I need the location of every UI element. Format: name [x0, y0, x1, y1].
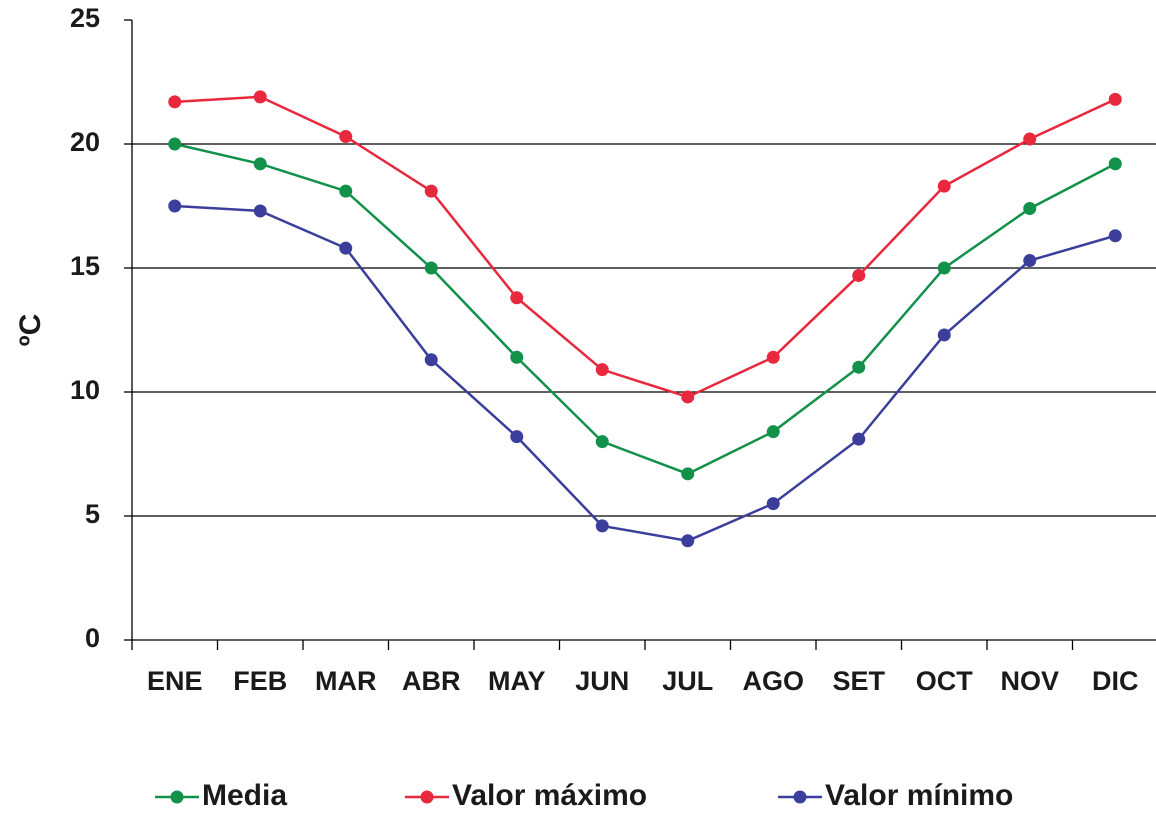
data-point	[510, 350, 524, 364]
data-point	[766, 350, 780, 364]
data-point	[766, 497, 780, 511]
y-tick-label: 0	[85, 623, 100, 653]
y-tick-label: 10	[70, 375, 100, 405]
data-point	[595, 519, 609, 533]
x-tick-label: MAR	[315, 666, 377, 696]
data-point	[168, 95, 182, 109]
data-point	[937, 179, 951, 193]
y-tick-label: 25	[70, 3, 100, 33]
data-point	[424, 261, 438, 275]
x-tick-label: MAY	[488, 666, 546, 696]
data-point	[424, 353, 438, 367]
data-point	[1108, 157, 1122, 171]
legend-label: Valor máximo	[452, 779, 647, 812]
x-tick-label: JUN	[575, 666, 629, 696]
y-tick-label: 15	[70, 251, 100, 281]
data-point	[339, 241, 353, 255]
legend-marker	[170, 790, 184, 804]
data-point	[852, 432, 866, 446]
data-point	[168, 137, 182, 151]
data-point	[937, 261, 951, 275]
data-point	[1023, 132, 1037, 146]
x-tick-label: ABR	[402, 666, 461, 696]
y-tick-label: 5	[85, 499, 100, 529]
data-point	[681, 390, 695, 404]
legend-marker	[420, 790, 434, 804]
data-point	[424, 184, 438, 198]
y-axis-label: ºC	[14, 314, 47, 347]
data-point	[1108, 229, 1122, 243]
data-point	[595, 363, 609, 377]
data-point	[681, 467, 695, 481]
x-tick-label: DIC	[1092, 666, 1139, 696]
x-tick-label: SET	[832, 666, 885, 696]
data-point	[339, 130, 353, 144]
data-point	[253, 90, 267, 104]
x-tick-label: NOV	[1000, 666, 1059, 696]
series-line	[174, 142, 1116, 476]
data-point	[766, 425, 780, 439]
data-point	[339, 184, 353, 198]
series-line	[174, 95, 1116, 399]
legend-marker	[793, 790, 807, 804]
data-point	[1023, 201, 1037, 215]
data-point	[253, 157, 267, 171]
data-point	[681, 534, 695, 548]
series-line	[174, 204, 1116, 543]
x-tick-label: FEB	[233, 666, 287, 696]
data-point	[510, 430, 524, 444]
legend-label: Valor mínimo	[825, 779, 1013, 812]
data-point	[852, 268, 866, 282]
y-tick-label: 20	[70, 127, 100, 157]
data-point	[510, 291, 524, 305]
data-point	[852, 360, 866, 374]
data-point	[1023, 254, 1037, 268]
data-point	[1108, 92, 1122, 106]
data-point	[253, 204, 267, 218]
x-tick-label: AGO	[742, 666, 804, 696]
data-point	[168, 199, 182, 213]
data-point	[937, 328, 951, 342]
legend-label: Media	[202, 779, 287, 812]
data-point	[595, 435, 609, 449]
x-tick-label: JUL	[662, 666, 713, 696]
x-tick-label: ENE	[147, 666, 203, 696]
x-tick-label: OCT	[916, 666, 974, 696]
